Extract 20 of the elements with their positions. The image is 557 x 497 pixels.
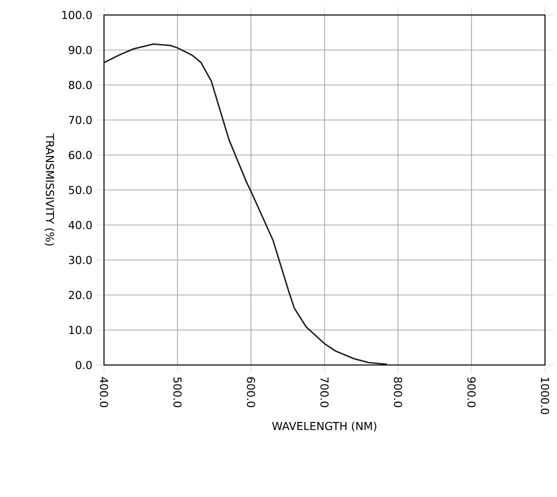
x-tick-label: 800.0 (394, 377, 402, 408)
y-tick-label: 40.0 (68, 220, 92, 230)
y-tick-label: 70.0 (68, 116, 92, 124)
y-tick-label: 80.0 (68, 80, 92, 90)
x-tick-label: 700.0 (320, 377, 329, 408)
x-tick-label: 900.0 (467, 377, 476, 408)
y-tick-label: 90.0 (68, 46, 92, 54)
y-tick-label: 20.0 (68, 290, 92, 300)
y-tick-label: 50.0 (68, 186, 92, 194)
x-tick-label: 600.0 (246, 377, 256, 408)
x-tick-label: 400.0 (100, 377, 108, 408)
y-tick-label: 0.0 (76, 360, 92, 370)
y-axis-title: TRANSMISSIVITY (%) (44, 134, 54, 246)
y-tick-label: 100.0 (62, 10, 92, 20)
x-axis-title: WAVELENGTH (NM) (272, 422, 376, 432)
y-tick-label: 30.0 (68, 256, 92, 264)
x-tick-label: 1000.0 (540, 378, 550, 414)
y-tick-label: 60.0 (68, 150, 92, 160)
x-tick-label: 500.0 (173, 377, 182, 408)
y-tick-label: 10.0 (69, 326, 92, 334)
